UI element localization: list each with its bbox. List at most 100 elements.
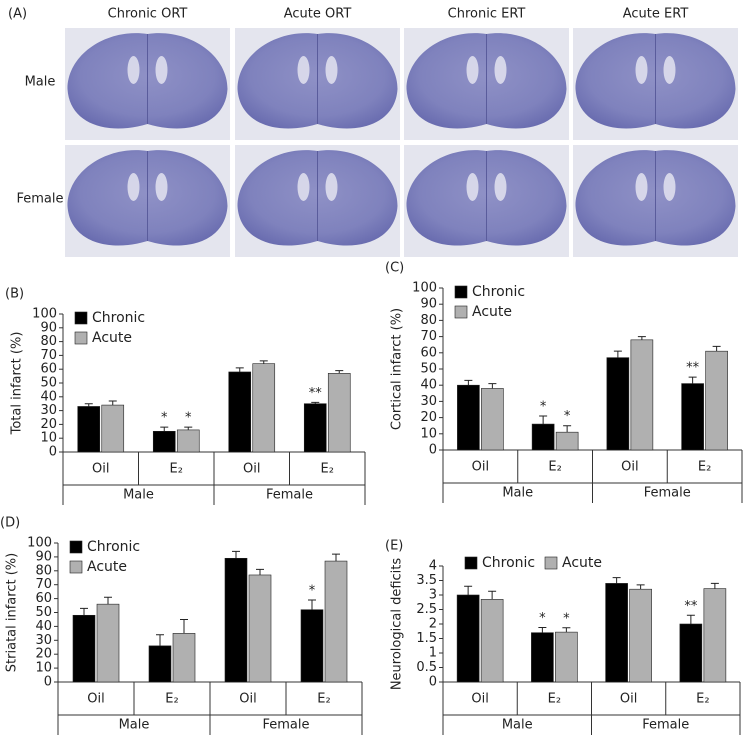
error-bar [335,370,344,374]
ventricle [494,173,507,201]
error-bar [688,376,697,384]
y-tick-label: 100 [27,536,52,551]
error-bar [613,350,622,358]
legend-label: Chronic [482,555,535,571]
error-bar [156,634,164,646]
x-tick-label: E₂ [317,692,330,707]
error-bar [712,345,721,352]
y-tick-label: 70 [40,348,57,363]
bar [224,557,248,683]
error-bar [538,626,547,633]
y-axis-label: Striatal infarct (%) [5,553,20,672]
legend-swatch [69,540,83,554]
ventricle [127,173,140,201]
bar [630,339,654,451]
panel-label: (C) [385,261,404,276]
x-tick-label: Oil [243,462,260,477]
legend-label: Chronic [87,539,140,555]
x-tick-label: Oil [87,692,104,707]
ventricle [466,173,479,201]
y-tick-label: 90 [35,549,52,564]
y-tick-label: 10 [420,426,437,441]
error-bar [563,425,572,433]
x-tick-label: Oil [92,462,109,477]
legend-label: Chronic [472,284,525,300]
column-label: Acute ORT [284,7,352,22]
y-tick-label: 80 [35,563,52,578]
bar [481,388,504,451]
significance-marker: * [185,411,192,426]
error-bar [464,585,473,595]
x-tick-label: E₂ [321,462,334,477]
y-tick-label: 3 [429,588,437,603]
y-tick-label: 40 [420,378,437,393]
y-tick-label: 10 [40,431,57,446]
bar [457,384,480,451]
error-bar [80,607,88,616]
x-tick-label: E₂ [698,460,711,475]
panel-label: (D) [0,516,20,531]
bar [606,357,630,451]
y-tick-label: 0 [49,445,57,460]
error-bar [160,426,169,432]
y-tick-label: 0 [429,443,437,458]
y-tick-label: 50 [420,362,437,377]
y-tick-label: 0 [44,675,52,690]
ventricle [155,56,168,84]
column-label: Chronic ORT [108,7,188,22]
x-tick-label: E₂ [696,692,709,707]
error-bar [308,599,316,610]
panel-label: (A) [8,7,27,22]
y-tick-label: 0 [429,675,437,690]
y-tick-label: 60 [40,362,57,377]
ventricle [297,56,310,84]
legend-label: Acute [92,330,132,346]
significance-marker: * [540,399,547,414]
x-tick-label: E₂ [548,460,561,475]
error-bar [256,568,264,575]
legend-swatch [74,331,88,345]
bar [72,614,96,683]
error-bar [84,403,93,407]
bar [172,633,196,683]
bar [705,350,728,451]
bar [324,560,348,683]
legend-swatch [464,556,478,570]
bar [531,423,555,451]
error-bar [637,336,646,340]
y-tick-label: 10 [35,661,52,676]
y-tick-label: 30 [40,403,57,418]
error-bar [488,383,497,389]
bar [101,404,125,453]
ventricle [127,56,140,84]
bar [456,594,480,683]
error-bar [184,426,193,430]
y-tick-label: 90 [40,320,57,335]
x-tick-label: E₂ [170,462,183,477]
error-bar [235,367,244,372]
error-bar [232,550,240,559]
y-tick-label: 60 [35,591,52,606]
group-label: Female [644,486,691,501]
bar [148,645,172,683]
x-tick-label: Oil [472,460,489,475]
bar [629,588,652,683]
group-label: Male [502,718,533,733]
legend-swatch [454,305,468,319]
y-tick-label: 20 [420,410,437,425]
significance-marker: ** [684,599,698,614]
legend-label: Acute [87,559,127,575]
y-tick-label: 60 [420,345,437,360]
error-bar [539,415,548,425]
legend-label: Acute [472,304,512,320]
error-bar [686,614,695,624]
bar [605,583,628,683]
row-label: Male [25,75,56,90]
ventricle [663,173,676,201]
bar [252,363,276,453]
row-label: Female [16,192,63,207]
group-label: Female [266,488,313,503]
y-tick-label: 40 [40,389,57,404]
y-tick-label: 3.5 [416,573,437,588]
